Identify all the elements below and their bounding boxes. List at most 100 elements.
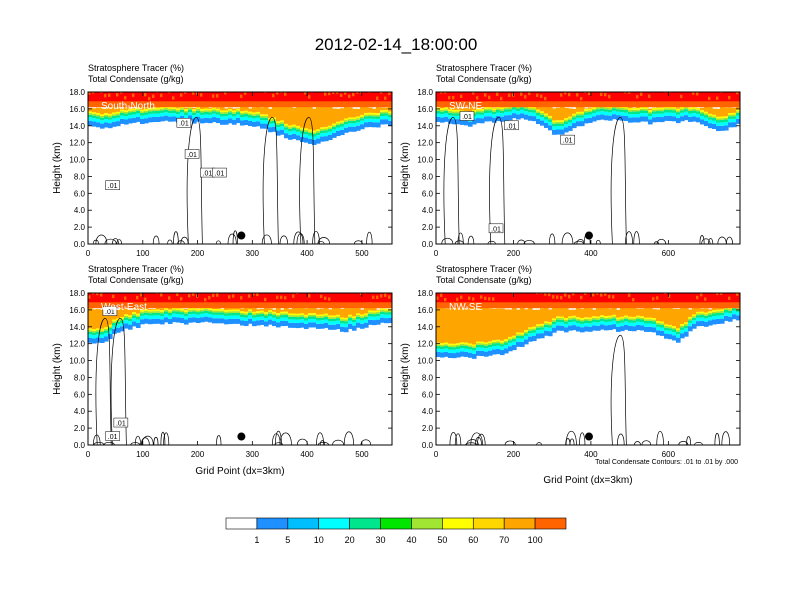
y-tick-label: 16.0 — [417, 105, 433, 114]
colorbar-box — [534, 517, 567, 530]
colorbar-label: 100 — [528, 535, 543, 545]
contour-line — [579, 432, 586, 446]
panel-title-tracer: Stratosphere Tracer (%) — [436, 264, 532, 274]
x-tick-label: 400 — [300, 450, 314, 459]
x-tick-label: 500 — [355, 450, 369, 459]
contour-line — [271, 433, 281, 446]
x-tick-label: 600 — [662, 450, 676, 459]
contour-line — [227, 233, 237, 245]
x-tick-label: 0 — [86, 450, 91, 459]
contour-line — [549, 233, 556, 245]
contour-line — [366, 231, 373, 245]
contour-line — [714, 433, 720, 446]
plot-frame — [435, 91, 741, 245]
contour-line — [489, 116, 506, 245]
y-tick-label: 8.0 — [422, 373, 434, 382]
y-tick-label: 6.0 — [74, 189, 86, 198]
y-axis-label: Height (km) — [52, 142, 63, 194]
x-tick-label: 200 — [507, 450, 521, 459]
contour-line — [93, 441, 105, 446]
contour-label-box — [113, 417, 129, 428]
contour-line — [701, 238, 711, 245]
contour-label-box — [488, 223, 504, 234]
y-axis-label: Height (km) — [52, 343, 63, 395]
contour-line — [656, 238, 667, 245]
contour-label-box — [176, 117, 192, 128]
contour-line — [116, 239, 122, 245]
plot-frame — [87, 292, 393, 446]
contour-line — [299, 116, 316, 245]
panel-label: SW-NE — [449, 101, 482, 112]
contour-line — [686, 436, 691, 446]
contour-line — [153, 436, 159, 446]
contour-label: .01 — [179, 121, 189, 128]
contour-line — [634, 441, 641, 446]
contour-label: .01 — [116, 421, 126, 428]
x-tick-label: 400 — [584, 249, 598, 258]
condensate-contours — [441, 116, 734, 245]
contour-line — [130, 442, 141, 446]
contour-line — [610, 334, 627, 446]
contour-line — [487, 240, 496, 245]
y-tick-label: 2.0 — [74, 424, 86, 433]
y-tick-label: 12.0 — [69, 340, 85, 349]
plot-frame — [87, 91, 393, 245]
y-tick-label: 18.0 — [69, 289, 85, 298]
x-tick-label: 300 — [246, 450, 260, 459]
contour-line — [316, 432, 324, 446]
contour-label-box — [105, 431, 120, 441]
colorbar-label: 50 — [437, 535, 447, 545]
contour-label: .01 — [108, 183, 118, 190]
contour-line — [173, 231, 179, 245]
contour-line — [262, 116, 279, 245]
colorbar-box — [503, 517, 536, 530]
x-tick-label: 200 — [507, 249, 521, 258]
contour-line — [457, 232, 464, 245]
panel-sw-ne: .01 .01 .01 .01 0.0 2.0 4.0 6.0 8.0 10.0 12.0 14.0 1… — [400, 63, 741, 258]
panels: .01.01.01.01.010.02.04.06.08.010.012.014… — [52, 63, 741, 486]
contour-line — [470, 432, 483, 446]
y-tick-label: 16.0 — [417, 306, 433, 315]
contour-line — [641, 440, 652, 446]
panel-title-condensate: Total Condensate (g/kg) — [436, 74, 532, 84]
x-tick-label: 0 — [434, 450, 439, 459]
x-tick-label: 100 — [136, 249, 150, 258]
location-marker — [237, 432, 246, 441]
contour-line — [678, 441, 689, 446]
y-tick-label: 4.0 — [422, 407, 434, 416]
panel-title-tracer: Stratosphere Tracer (%) — [88, 264, 184, 274]
contour-line — [275, 430, 282, 446]
y-tick-label: 18.0 — [417, 289, 433, 298]
tracer-field — [88, 92, 392, 145]
y-tick-label: 2.0 — [422, 223, 434, 232]
contour-label: .01 — [105, 309, 115, 316]
contour-line — [317, 441, 329, 446]
contour-line — [186, 116, 203, 245]
contour-line — [112, 238, 119, 245]
contour-line — [232, 230, 238, 245]
contour-line — [110, 317, 127, 446]
panel-title-tracer: Stratosphere Tracer (%) — [88, 63, 184, 73]
contour-label-box — [504, 120, 519, 131]
contour-line — [465, 442, 478, 446]
contour-line — [95, 234, 108, 245]
contour-line — [576, 239, 585, 245]
colorbar-box — [256, 517, 289, 530]
tracer-field — [436, 92, 740, 135]
y-tick-label: 10.0 — [417, 156, 433, 165]
colorbar-box — [349, 517, 381, 530]
contour-line — [654, 241, 659, 245]
y-tick-label: 6.0 — [74, 390, 86, 399]
x-tick-label: 0 — [86, 249, 91, 258]
contour-label: .01 — [462, 114, 472, 121]
y-tick-label: 0.0 — [74, 441, 86, 450]
contour-line — [160, 431, 166, 446]
y-tick-label: 2.0 — [422, 424, 434, 433]
contour-line — [523, 240, 535, 245]
x-tick-label: 200 — [191, 249, 205, 258]
contour-line — [319, 440, 325, 446]
panel-title-condensate: Total Condensate (g/kg) — [88, 275, 184, 285]
colorbar-box — [380, 517, 412, 530]
contour-line — [443, 116, 460, 245]
